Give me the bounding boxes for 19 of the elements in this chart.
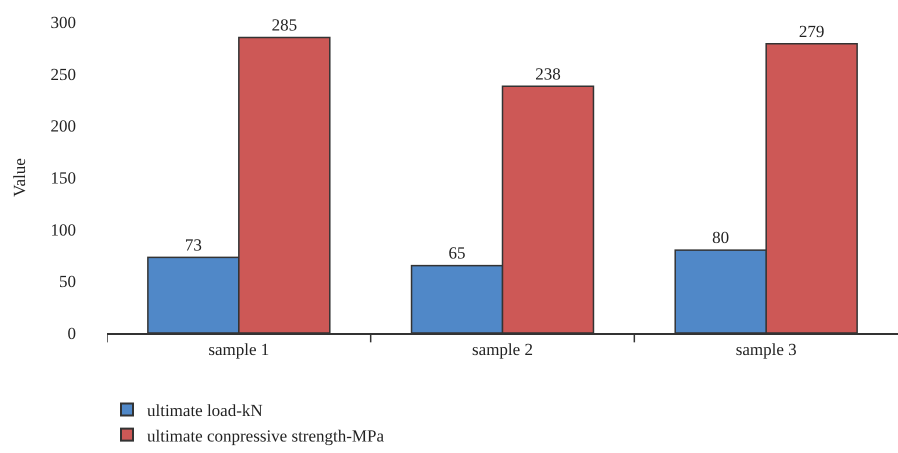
- data-label: 238: [535, 64, 561, 84]
- data-label: 73: [184, 235, 202, 254]
- legend-label: ultimate load-kN: [147, 401, 263, 420]
- data-label: 285: [272, 16, 298, 35]
- x-tick-label: sample 3: [736, 340, 797, 360]
- x-tick-label: sample 2: [472, 340, 533, 360]
- y-tick-label: 50: [59, 272, 76, 292]
- legend-label: ultimate conpressive strength-MPa: [147, 426, 384, 446]
- data-label: 80: [712, 228, 730, 248]
- y-axis-title: Value: [10, 158, 30, 197]
- data-label: 279: [798, 22, 824, 41]
- x-tick-label: sample 1: [208, 340, 270, 360]
- y-tick-label: 300: [50, 12, 76, 32]
- y-tick-label: 150: [50, 168, 76, 188]
- y-tick-label: 250: [50, 64, 76, 84]
- y-tick-label: 0: [68, 324, 76, 343]
- y-tick-label: 200: [50, 116, 76, 136]
- data-label: 65: [448, 244, 466, 263]
- y-tick-label: 100: [50, 220, 76, 240]
